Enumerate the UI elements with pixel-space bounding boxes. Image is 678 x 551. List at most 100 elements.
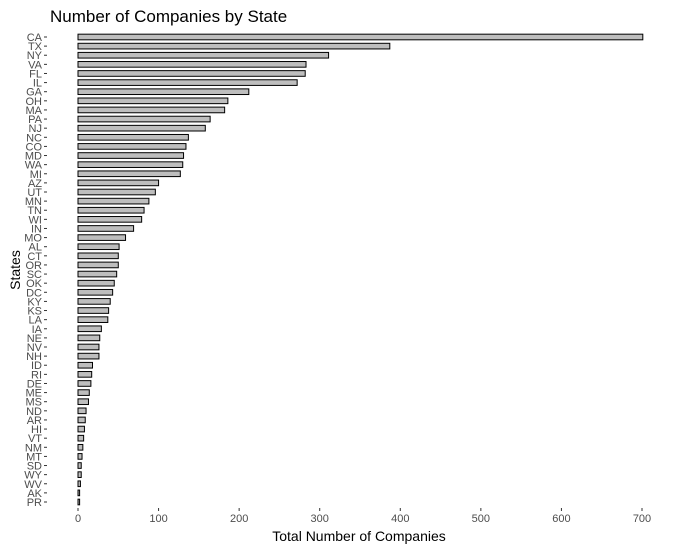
y-tick-label-co: CO	[26, 141, 43, 153]
bars-group	[77, 33, 644, 506]
y-tick-label-tn: TN	[27, 205, 42, 217]
y-tick-label-pr: PR	[27, 497, 42, 509]
y-axis-title: States	[7, 250, 23, 290]
x-axis-title: Total Number of Companies	[272, 528, 446, 544]
y-tick-label-pa: PA	[28, 114, 43, 126]
y-tick-label-ne: NE	[27, 333, 42, 345]
y-tick-label-az: AZ	[28, 178, 42, 190]
y-tick-label-or: OR	[26, 260, 43, 272]
bar-ut	[77, 188, 156, 196]
x-tick-label-400: 400	[391, 513, 409, 525]
bar-mi	[77, 170, 181, 178]
y-tick-label-id: ID	[31, 360, 42, 372]
y-tick-label-wy: WY	[24, 470, 42, 482]
y-tick-label-sc: SC	[27, 269, 42, 281]
y-tick-label-nj: NJ	[29, 123, 42, 135]
bar-id	[77, 361, 94, 369]
bar-wy	[77, 471, 82, 478]
x-tick-label-100: 100	[149, 513, 167, 525]
bar-ca	[77, 33, 644, 41]
bar-nc	[77, 133, 189, 141]
bar-tn	[77, 206, 145, 214]
y-tick-label-ga: GA	[26, 87, 43, 99]
bar-al	[77, 243, 120, 251]
y-tick-label-ok: OK	[26, 278, 43, 290]
y-tick-label-oh: OH	[26, 96, 43, 108]
y-tick-label-in: IN	[31, 223, 42, 235]
y-tick-label-md: MD	[25, 151, 42, 163]
bar-nj	[77, 124, 206, 132]
bar-co	[77, 143, 187, 150]
bar-ms	[77, 398, 89, 406]
bar-ma	[77, 106, 226, 114]
bar-mn	[77, 197, 150, 205]
y-tick-label-ar: AR	[27, 415, 42, 427]
bar-mo	[77, 234, 127, 241]
bar-sd	[77, 462, 82, 469]
x-tick-label-200: 200	[230, 513, 248, 525]
y-tick-label-ny: NY	[27, 50, 43, 62]
bar-ga	[77, 88, 250, 96]
bar-ks	[77, 307, 110, 314]
bar-hi	[77, 425, 85, 433]
bar-wv	[77, 480, 81, 488]
bar-sc	[77, 270, 118, 278]
bar-ny	[77, 51, 330, 59]
bar-dc	[77, 288, 114, 296]
x-axis: 0 100 200 300 400 500 600 700	[75, 508, 651, 525]
bar-mt	[77, 453, 83, 460]
y-tick-label-ut: UT	[27, 187, 42, 199]
x-tick-label-700: 700	[633, 513, 651, 525]
x-tick-label-500: 500	[472, 513, 490, 525]
y-tick-label-il: IL	[33, 78, 42, 90]
y-tick-label-nc: NC	[26, 132, 42, 144]
bar-wi	[77, 216, 143, 223]
bar-va	[77, 61, 307, 68]
y-tick-label-ky: KY	[27, 296, 42, 308]
y-tick-label-vt: VT	[28, 433, 42, 445]
bar-ne	[77, 334, 101, 342]
y-tick-label-ms: MS	[26, 397, 43, 409]
y-tick-label-dc: DC	[26, 287, 42, 299]
bar-fl	[77, 70, 306, 77]
y-tick-label-nm: NM	[25, 442, 42, 454]
y-tick-label-mi: MI	[30, 169, 42, 181]
y-tick-label-me: ME	[26, 388, 43, 400]
y-tick-label-ct: CT	[27, 251, 42, 263]
bar-me	[77, 389, 90, 396]
x-tick-label-0: 0	[75, 513, 81, 525]
bar-la	[77, 316, 109, 323]
y-tick-label-ri: RI	[31, 369, 42, 381]
y-tick-label-mt: MT	[26, 451, 42, 463]
bar-ct	[77, 252, 119, 260]
bar-ia	[77, 325, 102, 333]
bar-nd	[77, 407, 87, 415]
bar-az	[77, 179, 160, 187]
bar-ri	[77, 371, 93, 378]
y-tick-label-nd: ND	[26, 406, 42, 418]
y-tick-label-wv: WV	[24, 479, 42, 491]
bar-de	[77, 380, 92, 387]
bar-pr	[77, 498, 81, 506]
y-tick-label-mn: MN	[25, 196, 42, 208]
bar-ar	[77, 416, 86, 424]
y-tick-label-al: AL	[29, 242, 42, 254]
y-tick-label-fl: FL	[29, 68, 42, 80]
bar-il	[77, 79, 298, 86]
y-tick-label-wi: WI	[29, 214, 42, 226]
chart-title: Number of Companies by State	[50, 7, 287, 26]
y-tick-label-wa: WA	[25, 160, 43, 172]
y-tick-label-hi: HI	[31, 424, 42, 436]
bar-oh	[77, 97, 229, 105]
y-tick-label-ma: MA	[26, 105, 43, 117]
y-tick-label-va: VA	[28, 59, 43, 71]
y-tick-label-mo: MO	[24, 233, 42, 245]
bar-md	[77, 152, 185, 159]
y-tick-label-nh: NH	[26, 351, 42, 363]
y-tick-label-de: DE	[27, 378, 42, 390]
y-tick-label-la: LA	[29, 315, 43, 327]
bar-in	[77, 225, 135, 232]
bar-nm	[77, 443, 84, 451]
bar-vt	[77, 434, 85, 442]
